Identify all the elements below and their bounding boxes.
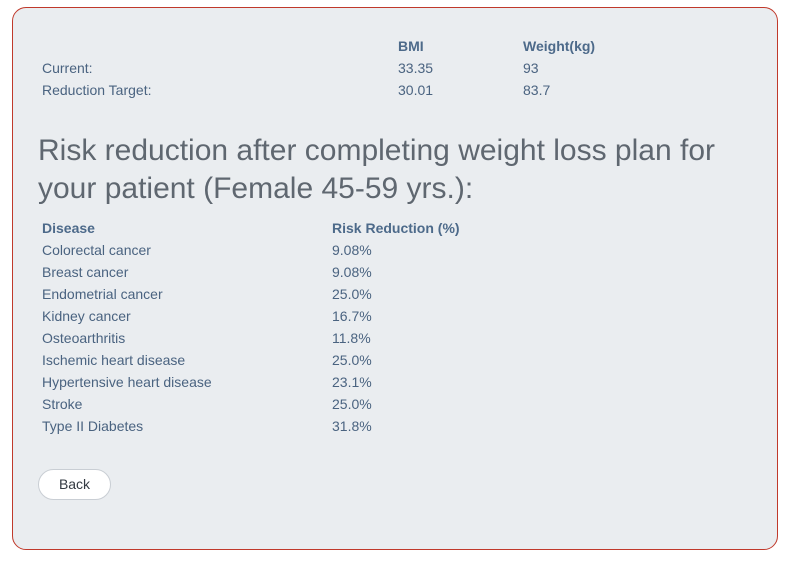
- current-weight-value: 93: [523, 60, 539, 76]
- reduction-value: 9.08%: [332, 264, 372, 280]
- weight-column-header: Weight(kg): [523, 38, 596, 54]
- reduction-value: 25.0%: [332, 352, 372, 368]
- disease-column-header: Disease: [42, 220, 95, 236]
- reduction-value: 23.1%: [332, 374, 372, 390]
- reduction-value: 11.8%: [332, 330, 371, 346]
- reduction-value: 16.7%: [332, 308, 372, 324]
- results-card: BMI Weight(kg) Current: 33.35 93 Reducti…: [12, 7, 778, 550]
- back-button[interactable]: Back: [38, 469, 111, 500]
- disease-name: Ischemic heart disease: [42, 352, 186, 368]
- disease-name: Osteoarthritis: [42, 330, 126, 346]
- disease-name: Hypertensive heart disease: [42, 374, 212, 390]
- disease-name: Breast cancer: [42, 264, 129, 280]
- reduction-value: 31.8%: [332, 418, 372, 434]
- reduction-value: 9.08%: [332, 242, 372, 258]
- bmi-column-header: BMI: [398, 38, 424, 54]
- reduction-value: 25.0%: [332, 286, 372, 302]
- metrics-row-label: Current:: [42, 60, 93, 76]
- target-bmi-value: 30.01: [398, 82, 434, 98]
- target-weight-value: 83.7: [523, 82, 551, 98]
- reduction-value: 25.0%: [332, 396, 372, 412]
- disease-name: Type II Diabetes: [42, 418, 144, 434]
- disease-name: Stroke: [42, 396, 83, 412]
- disease-name: Endometrial cancer: [42, 286, 163, 302]
- current-bmi-value: 33.35: [398, 60, 434, 76]
- metrics-row-label: Reduction Target:: [42, 82, 152, 98]
- disease-name: Colorectal cancer: [42, 242, 151, 258]
- risk-reduction-heading: Risk reduction after completing weight l…: [38, 134, 715, 205]
- disease-name: Kidney cancer: [42, 308, 131, 324]
- reduction-column-header: Risk Reduction (%): [332, 220, 460, 236]
